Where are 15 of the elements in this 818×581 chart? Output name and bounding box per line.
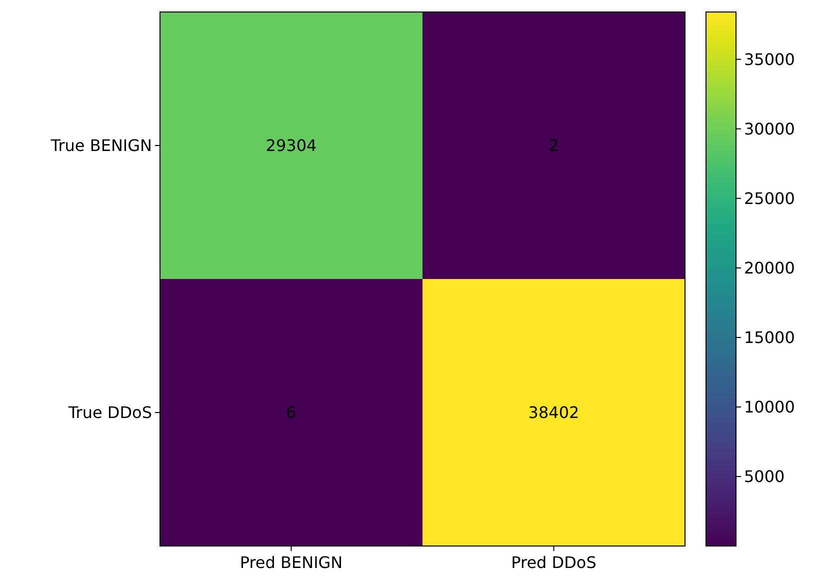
y-tick-label: True BENIGN xyxy=(50,136,152,155)
color-bar-label: 35000 xyxy=(744,50,795,69)
y-tick-label: True DDoS xyxy=(67,403,152,422)
data-label: 2 xyxy=(548,136,559,155)
color-bar-label: 20000 xyxy=(744,258,795,278)
x-tick-label: Pred DDoS xyxy=(511,553,596,572)
data-label: 38402 xyxy=(528,403,580,422)
color-bar-label: 25000 xyxy=(744,188,795,208)
color-bar-label: 30000 xyxy=(744,119,795,138)
color-bar-label: 5000 xyxy=(744,466,785,486)
color-bar-label: 15000 xyxy=(744,328,795,347)
data-label: 6 xyxy=(286,403,296,422)
x-tick-label: Pred BENIGN xyxy=(240,553,343,572)
color-bar-label: 10000 xyxy=(744,397,795,416)
data-label: 29304 xyxy=(266,136,317,155)
